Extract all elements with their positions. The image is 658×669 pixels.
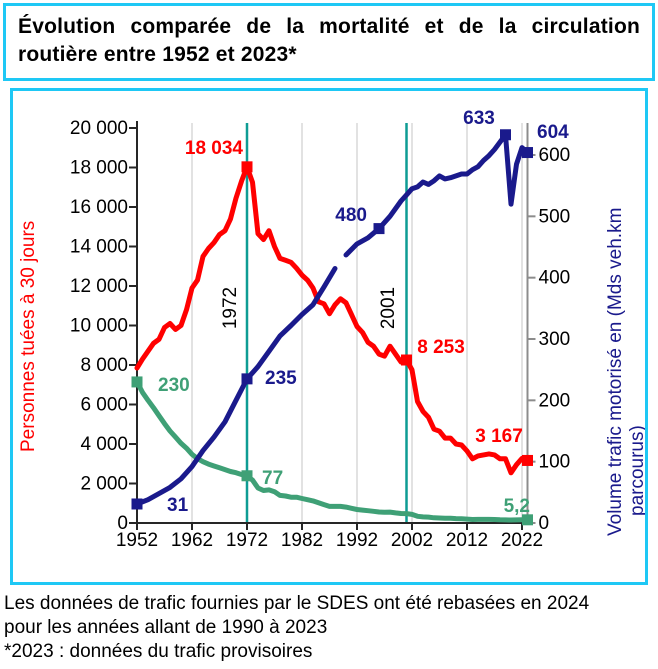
series-rate-marker-1972	[241, 470, 253, 482]
right-tick-label: 200	[539, 390, 571, 411]
annotation-235: 235	[265, 368, 297, 389]
series-rate-marker-2023	[522, 514, 533, 526]
x-tick-label: 2002	[391, 530, 433, 551]
right-axis-title-line-1: Volume trafic motorisé en (Mds veh.km	[605, 208, 626, 536]
x-tick-label: 2012	[446, 530, 488, 551]
left-tick-label: 20 000	[70, 118, 128, 139]
series-traffic-marker-2019	[500, 129, 511, 141]
series-rate-line	[134, 379, 530, 523]
right-tick-label: 400	[539, 268, 571, 289]
footnote-line-1: Les données de trafic fournies par le SD…	[4, 593, 590, 614]
footnote: Les données de trafic fournies par le SD…	[4, 592, 654, 664]
annotation-3167: 3 167	[475, 426, 523, 447]
annotation-5,2: 5,2	[504, 496, 530, 517]
series-mortality-marker-1972	[241, 161, 253, 173]
left-tick-label: 16 000	[70, 197, 128, 218]
x-tick-label: 1962	[171, 530, 213, 551]
x-tick-label: 1982	[281, 530, 323, 551]
right-tick-label: 300	[539, 329, 571, 350]
annotation-2001: 2001	[378, 287, 399, 329]
series-traffic-line	[134, 266, 338, 507]
series-traffic-marker-1952	[131, 498, 143, 510]
right-axis-title-line-2: parcourus)	[627, 425, 645, 516]
right-tick-label: 0	[539, 513, 550, 534]
series-traffic-marker-2023	[522, 147, 533, 159]
series-mortality-marker-2001	[401, 354, 412, 366]
annotation-480: 480	[335, 205, 367, 226]
left-tick-label: 12 000	[70, 276, 128, 297]
left-tick-label: 4 000	[80, 434, 128, 455]
series-traffic-marker-1972	[241, 373, 253, 385]
left-tick-label: 0	[117, 513, 128, 534]
chart-box: 0 2 000 4 000 6 000 8 000 10 000 12 000 14 000 1…	[10, 88, 648, 585]
footnote-line-3: *2023 : données du trafic provisoires	[4, 641, 313, 662]
series-mortality-line	[134, 164, 530, 476]
annotation-230: 230	[158, 375, 190, 396]
left-tick-label: 6 000	[80, 395, 128, 416]
series-rate-marker-1952	[131, 376, 143, 388]
annotation-8253: 8 253	[417, 337, 465, 358]
left-tick-label: 18 000	[70, 158, 128, 179]
annotation-31: 31	[167, 495, 189, 516]
series-traffic-marker-1996	[373, 223, 385, 235]
series-mortality-marker-2023	[522, 454, 533, 466]
title-box: Évolution comparée de la mortalité et de…	[3, 3, 655, 81]
left-axis-title: Personnes tuées à 30 jours	[18, 221, 39, 452]
annotation-604: 604	[537, 122, 569, 143]
left-tick-label: 2 000	[80, 474, 128, 495]
mortality-traffic-chart: 0 2 000 4 000 6 000 8 000 10 000 12 000 14 000 1…	[18, 108, 648, 551]
annotation-18034: 18 034	[185, 138, 244, 159]
annotation-633: 633	[463, 108, 495, 129]
right-tick-label: 600	[539, 145, 571, 166]
right-tick-label: 500	[539, 206, 571, 227]
x-tick-label: 1992	[336, 530, 378, 551]
x-tick-label: 1972	[226, 530, 268, 551]
right-tick-label: 100	[539, 452, 571, 473]
series-traffic-line	[343, 132, 530, 258]
annotation-77: 77	[262, 468, 283, 489]
annotation-1972: 1972	[220, 287, 241, 329]
page-title: Évolution comparée de la mortalité et de…	[18, 15, 640, 66]
left-tick-label: 8 000	[80, 355, 128, 376]
left-tick-label: 14 000	[70, 237, 128, 258]
footnote-line-2: pour les années allant de 1990 à 2023	[4, 617, 328, 638]
x-tick-label: 2022	[501, 530, 543, 551]
x-tick-label: 1952	[116, 530, 158, 551]
left-tick-label: 10 000	[70, 316, 128, 337]
